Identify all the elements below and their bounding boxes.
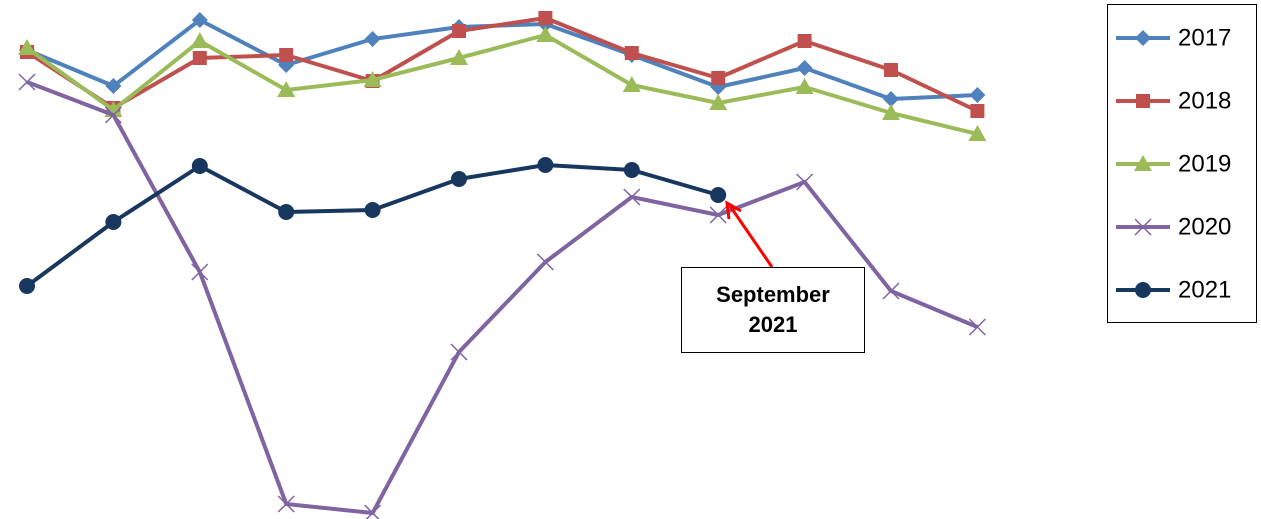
marker [882, 104, 900, 120]
marker [450, 343, 468, 361]
legend-marker [1134, 155, 1152, 171]
series-line [25, 163, 719, 288]
marker [538, 11, 553, 25]
legend-marker [1135, 30, 1151, 46]
marker [364, 202, 381, 218]
marker [537, 157, 554, 173]
legend-label: 2019 [1178, 150, 1231, 177]
series [19, 157, 727, 294]
marker [797, 34, 812, 48]
marker [364, 31, 381, 47]
marker [536, 253, 554, 271]
marker [969, 87, 986, 103]
plot-area [18, 11, 987, 519]
series-line [26, 18, 978, 101]
marker [623, 188, 641, 206]
marker [18, 39, 36, 55]
marker [104, 106, 122, 124]
marker [796, 173, 814, 191]
marker [968, 318, 986, 336]
marker [883, 91, 899, 107]
marker [970, 104, 985, 118]
annotation-box [681, 267, 865, 353]
marker [711, 71, 726, 85]
marker [451, 171, 467, 187]
marker [710, 187, 727, 203]
marker [536, 26, 555, 42]
marker [364, 504, 382, 519]
series [18, 73, 986, 519]
annotation-text: September [716, 282, 830, 307]
legend-marker [1135, 282, 1151, 298]
marker [277, 81, 296, 97]
marker [968, 125, 987, 141]
marker [19, 278, 35, 294]
marker [884, 63, 898, 77]
marker [363, 71, 382, 87]
marker [452, 24, 466, 38]
marker [709, 94, 728, 110]
marker [622, 76, 641, 92]
marker [191, 263, 209, 281]
marker [105, 214, 122, 230]
marker [795, 78, 814, 94]
marker [277, 495, 295, 513]
marker [709, 206, 727, 224]
marker [279, 48, 294, 62]
series-line [26, 80, 979, 515]
legend-marker [1136, 94, 1150, 108]
marker [18, 73, 36, 91]
annotation-arrowhead [725, 200, 742, 220]
series-line [25, 33, 978, 136]
series-line [25, 16, 979, 113]
marker [624, 46, 639, 60]
marker [796, 60, 813, 76]
marker [450, 49, 468, 65]
series [18, 26, 987, 141]
annotation-arrow [728, 205, 774, 268]
legend-label: 2020 [1178, 213, 1231, 240]
annotation-text: 2021 [749, 312, 798, 337]
legend-label: 2017 [1178, 24, 1231, 51]
marker [105, 78, 122, 94]
legend-marker [1134, 218, 1152, 236]
marker [278, 204, 295, 220]
legend-label: 2021 [1178, 276, 1231, 303]
marker [882, 282, 900, 300]
marker [191, 12, 208, 28]
marker [190, 32, 209, 48]
marker [192, 51, 207, 65]
legend-label: 2018 [1178, 87, 1231, 114]
marker [623, 162, 640, 178]
marker [191, 158, 208, 174]
